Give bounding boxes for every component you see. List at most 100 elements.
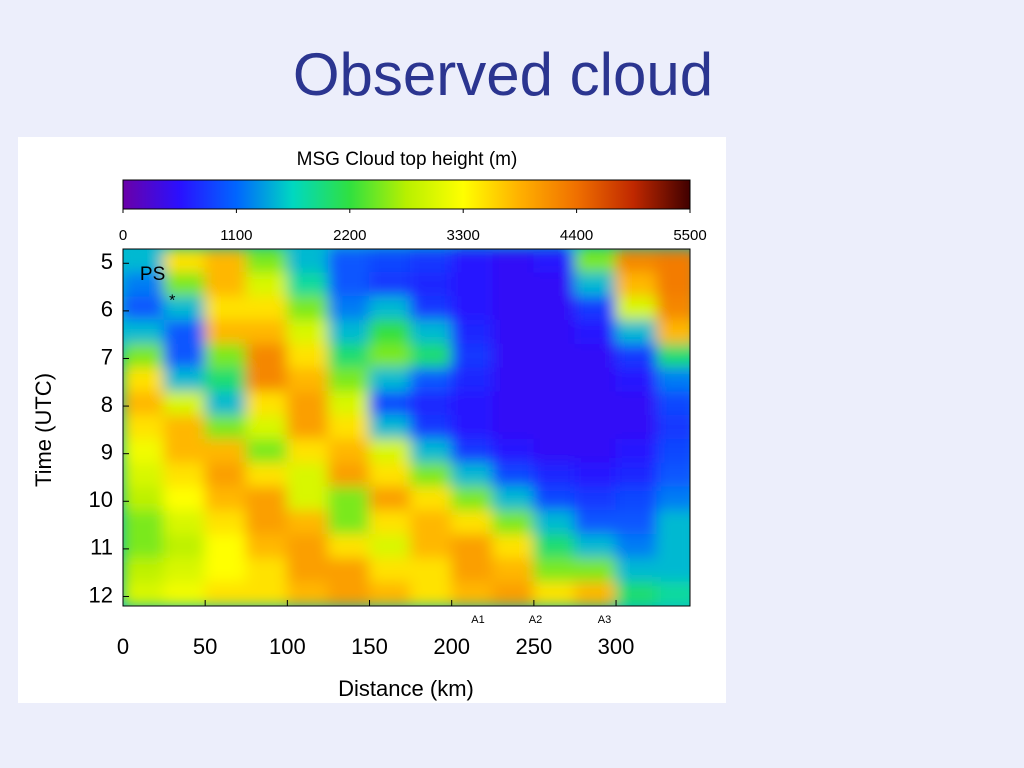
y-axis-label: Time (UTC) xyxy=(31,373,56,487)
heatmap-cell xyxy=(123,343,165,369)
heatmap-cell xyxy=(204,534,247,559)
heatmap-cell xyxy=(615,415,658,440)
heatmap-cell xyxy=(245,249,288,274)
heatmap-cell xyxy=(286,462,329,488)
heatmap-cell xyxy=(369,415,412,440)
heatmap-cell xyxy=(574,557,617,583)
heatmap-cell xyxy=(245,296,288,321)
heatmap-cell xyxy=(656,581,690,606)
heatmap-cell xyxy=(615,510,658,536)
heatmap-cell xyxy=(574,581,617,606)
heatmap-cell xyxy=(492,249,535,274)
heatmap-cell xyxy=(327,581,371,606)
heatmap-cell xyxy=(656,534,690,559)
heatmap-cell xyxy=(245,581,288,606)
heatmap-cell xyxy=(245,438,288,464)
heatmap-cell xyxy=(656,319,690,345)
heatmap-cell xyxy=(451,557,494,583)
heatmap-cell xyxy=(410,534,453,559)
heatmap-cell xyxy=(204,343,247,369)
heatmap-cell xyxy=(492,415,535,440)
heatmap-cell xyxy=(656,272,690,298)
heatmap-cell xyxy=(656,462,690,488)
heatmap-cell xyxy=(204,319,247,345)
heatmap-cell xyxy=(410,249,453,274)
heatmap-cell xyxy=(286,438,329,464)
heatmap-cell xyxy=(123,462,165,488)
heatmap-cell xyxy=(123,415,165,440)
heatmap-cell xyxy=(286,319,329,345)
heatmap-cell xyxy=(533,319,576,345)
heatmap-cell xyxy=(286,296,329,321)
heatmap-cell xyxy=(163,486,206,512)
heatmap-cell xyxy=(656,343,690,369)
heatmap-cell xyxy=(163,557,206,583)
heatmap-cell xyxy=(451,272,494,298)
heatmap-cell xyxy=(369,319,412,345)
annotation: A1 xyxy=(471,614,484,626)
heatmap-cell xyxy=(656,391,690,417)
heatmap-cell xyxy=(163,438,206,464)
heatmap-cell xyxy=(204,367,247,393)
heatmap-cell xyxy=(327,296,371,321)
heatmap-cell xyxy=(615,249,658,274)
heatmap-cell xyxy=(327,462,371,488)
heatmap-cell xyxy=(369,462,412,488)
heatmap-cell xyxy=(656,296,690,321)
heatmap-cell xyxy=(245,462,288,488)
x-tick-label: 200 xyxy=(433,634,470,659)
heatmap-cell xyxy=(451,462,494,488)
heatmap-cell xyxy=(369,510,412,536)
heatmap-cell xyxy=(163,343,206,369)
heatmap-cell xyxy=(533,486,576,512)
heatmap-cell xyxy=(574,438,617,464)
heatmap-cell xyxy=(410,343,453,369)
heatmap-cell xyxy=(245,272,288,298)
heatmap-cell xyxy=(123,296,165,321)
heatmap-cell xyxy=(286,343,329,369)
heatmap-cell xyxy=(492,534,535,559)
heatmap-cell xyxy=(286,272,329,298)
x-axis-label: Distance (km) xyxy=(338,676,474,701)
heatmap-cell xyxy=(369,249,412,274)
heatmap-cell xyxy=(410,367,453,393)
heatmap-cell xyxy=(492,319,535,345)
heatmap-cell xyxy=(327,557,371,583)
heatmap-cell xyxy=(451,438,494,464)
heatmap-cell xyxy=(451,319,494,345)
heatmap-cell xyxy=(615,438,658,464)
heatmap-cell xyxy=(369,438,412,464)
heatmap-cell xyxy=(245,367,288,393)
heatmap-cell xyxy=(369,581,412,606)
colorbar-tick-label: 5500 xyxy=(673,227,706,244)
y-tick-label: 7 xyxy=(101,344,113,369)
heatmap-cell xyxy=(245,534,288,559)
heatmap-cell xyxy=(615,319,658,345)
heatmap-cell xyxy=(574,510,617,536)
heatmap-cell xyxy=(327,249,371,274)
heatmap xyxy=(123,249,690,606)
heatmap-cell xyxy=(533,272,576,298)
heatmap-cell xyxy=(451,249,494,274)
heatmap-cell xyxy=(123,367,165,393)
heatmap-cell xyxy=(656,486,690,512)
heatmap-cell xyxy=(286,510,329,536)
heatmap-cell xyxy=(656,249,690,274)
heatmap-cell xyxy=(533,415,576,440)
heatmap-cell xyxy=(410,581,453,606)
heatmap-cell xyxy=(492,486,535,512)
heatmap-cell xyxy=(369,557,412,583)
heatmap-cell xyxy=(327,534,371,559)
heatmap-cell xyxy=(492,343,535,369)
heatmap-cell xyxy=(245,557,288,583)
heatmap-cell xyxy=(286,249,329,274)
heatmap-cell xyxy=(204,438,247,464)
heatmap-cell xyxy=(369,296,412,321)
heatmap-cell xyxy=(574,462,617,488)
slide-title: Observed cloud xyxy=(292,41,714,108)
x-tick-label: 0 xyxy=(117,634,129,659)
heatmap-cell xyxy=(533,296,576,321)
heatmap-cell xyxy=(574,486,617,512)
y-tick-label: 10 xyxy=(89,487,113,512)
